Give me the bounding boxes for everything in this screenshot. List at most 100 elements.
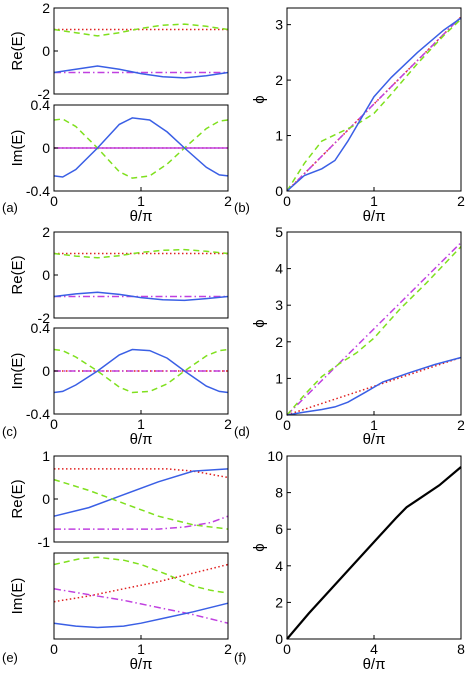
series-magenta-line (53, 588, 229, 624)
x-tick-label: 0 (50, 416, 58, 432)
y-tick-label: -2 (38, 310, 51, 326)
series-green-line (53, 248, 229, 259)
x-axis-label: θ/π (363, 656, 386, 673)
x-tick-label: 0 (283, 193, 291, 209)
series-green-line (53, 118, 229, 179)
y-axis-label: Im(E) (9, 130, 26, 167)
x-tick-label: 1 (137, 416, 145, 432)
y-tick-label: 3 (275, 17, 283, 33)
panel-label: (d) (234, 424, 250, 439)
series-red-line (286, 356, 462, 416)
y-axis-label: Im(E) (9, 578, 26, 615)
series-blue-line (53, 348, 229, 394)
y-tick-label: 1 (42, 448, 50, 464)
panel-label: (c) (2, 424, 17, 439)
panel-b: 0 1 2 0 1 2 3 ϕ θ/π (b) (234, 7, 465, 225)
x-tick-label: 1 (370, 193, 378, 209)
y-tick-label: 0 (42, 363, 50, 379)
x-axis-label: θ/π (130, 656, 153, 673)
y-tick-label: 1 (275, 128, 283, 144)
y-tick-label: 1 (275, 370, 283, 386)
series-magenta-line (286, 242, 462, 416)
y-tick-label: 4 (275, 261, 283, 277)
y-tick-label: 2 (42, 224, 50, 240)
panel-a-re: -2 0 2 Re(E) (a) (2, 0, 229, 215)
series-magenta-line (54, 515, 229, 530)
y-axis-label: ϕ (251, 543, 268, 551)
x-tick-label: 0 (50, 193, 58, 209)
x-axis-label: θ/π (130, 208, 153, 225)
panel-label: (f) (234, 650, 246, 665)
series-green-line (286, 246, 462, 416)
y-tick-label: -0.4 (26, 183, 50, 199)
y-tick-label: 0.4 (31, 320, 51, 336)
y-tick-label: 0 (42, 267, 50, 283)
y-tick-label: 4 (275, 558, 283, 574)
plot-frame (53, 7, 229, 95)
x-tick-label: 2 (457, 193, 465, 209)
series-blue-line (53, 468, 229, 517)
y-tick-label: 3 (275, 297, 283, 313)
y-axis-label: Re(E) (9, 255, 26, 294)
plot-frame (286, 455, 462, 640)
panel-c-re: -2 0 2 Re(E) (c) (2, 224, 229, 439)
y-tick-label: 0 (42, 491, 50, 507)
x-tick-label: 1 (137, 193, 145, 209)
series-black-line (286, 466, 462, 640)
x-tick-label: 2 (457, 417, 465, 433)
x-axis-label: θ/π (363, 208, 386, 225)
series-blue-line (286, 356, 462, 416)
y-tick-label: 2 (275, 72, 283, 88)
x-tick-label: 2 (224, 416, 232, 432)
series-blue-line (53, 602, 229, 629)
x-tick-label: 1 (370, 417, 378, 433)
y-tick-label: 5 (275, 224, 283, 240)
series-red-line (54, 468, 229, 479)
series-blue-line (53, 117, 229, 178)
series-red-line (53, 563, 229, 603)
y-tick-label: 0 (275, 407, 283, 423)
panel-e-im: 0 1 2 Im(E) θ/π (9, 552, 232, 673)
x-axis-label: θ/π (363, 431, 386, 448)
series-blue-line (53, 65, 229, 79)
y-axis-label: ϕ (251, 319, 268, 327)
y-tick-label: 8 (275, 485, 283, 501)
panel-c-im: 0 1 2-0.400.4Im(E)θ/π (9, 320, 232, 448)
panel-e-re: -1 0 1 Re(E) (e) (2, 448, 229, 665)
y-tick-label: 6 (275, 521, 283, 537)
y-tick-label: -0.4 (26, 406, 50, 422)
panel-label: (e) (2, 650, 18, 665)
series-green-line (53, 23, 229, 37)
panel-label: (b) (234, 200, 250, 215)
y-axis-label: Im(E) (9, 353, 26, 390)
y-tick-label: 0 (42, 140, 50, 156)
panel-f: 0 4 8 0 2 4 6 8 10 ϕ θ/π (f) (234, 448, 465, 673)
x-tick-label: 8 (457, 641, 465, 657)
x-tick-label: 1 (137, 641, 145, 657)
panel-d: 0 1 2 0 1 2 3 4 5 ϕ θ/π (d) (234, 224, 465, 448)
x-tick-label: 4 (370, 641, 378, 657)
y-tick-label: 0 (275, 631, 283, 647)
y-tick-label: 0.4 (31, 97, 51, 113)
y-axis-label: Re(E) (9, 479, 26, 518)
x-tick-label: 0 (283, 417, 291, 433)
y-axis-label: ϕ (251, 95, 268, 103)
x-tick-label: 2 (224, 193, 232, 209)
series-green-line (286, 18, 462, 192)
series-green-line (53, 348, 229, 394)
x-tick-label: 0 (50, 641, 58, 657)
series-blue-line (53, 291, 229, 302)
y-tick-label: 0 (275, 183, 283, 199)
series-green-line (53, 556, 229, 594)
x-tick-label: 2 (224, 641, 232, 657)
panel-a-im: 0 1 2-0.400.4Im(E)θ/π (9, 97, 232, 225)
y-tick-label: 0 (42, 43, 50, 59)
x-axis-label: θ/π (130, 431, 153, 448)
y-tick-label: -1 (38, 534, 51, 550)
series-green-line (53, 478, 229, 530)
y-tick-label: 2 (275, 594, 283, 610)
y-tick-label: -2 (38, 86, 51, 102)
y-tick-label: 2 (275, 334, 283, 350)
y-tick-label: 10 (267, 448, 283, 464)
